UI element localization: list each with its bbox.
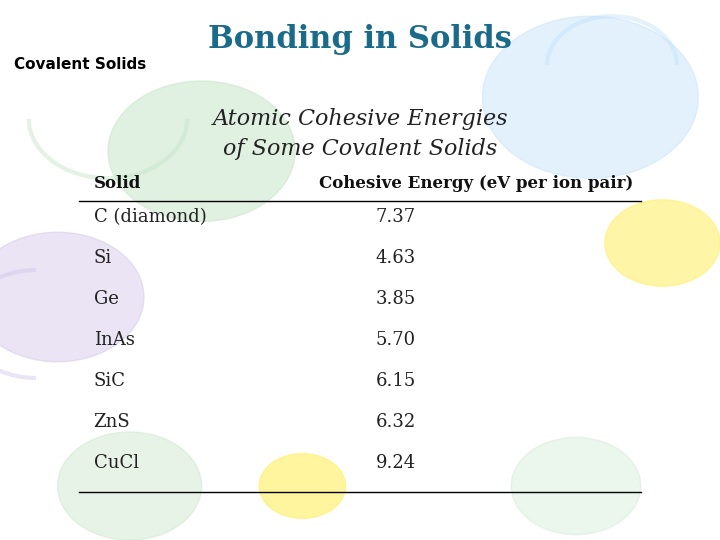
Text: 5.70: 5.70 — [376, 331, 416, 349]
Text: 9.24: 9.24 — [376, 454, 416, 472]
Circle shape — [58, 432, 202, 540]
Text: 3.85: 3.85 — [376, 290, 416, 308]
Text: 4.63: 4.63 — [376, 249, 416, 267]
Text: SiC: SiC — [94, 372, 125, 390]
Text: Covalent Solids: Covalent Solids — [14, 57, 147, 72]
Text: Si: Si — [94, 249, 112, 267]
Circle shape — [108, 81, 295, 221]
Text: InAs: InAs — [94, 331, 135, 349]
Text: ZnS: ZnS — [94, 413, 130, 431]
Text: 6.32: 6.32 — [376, 413, 416, 431]
Circle shape — [259, 454, 346, 518]
Text: Bonding in Solids: Bonding in Solids — [208, 24, 512, 55]
Text: Ge: Ge — [94, 290, 119, 308]
Text: Atomic Cohesive Energies: Atomic Cohesive Energies — [212, 108, 508, 130]
Text: 7.37: 7.37 — [376, 208, 416, 226]
Circle shape — [0, 232, 144, 362]
Text: C (diamond): C (diamond) — [94, 208, 207, 226]
Text: 6.15: 6.15 — [376, 372, 416, 390]
Circle shape — [482, 16, 698, 178]
Circle shape — [605, 200, 720, 286]
Circle shape — [511, 437, 641, 535]
Text: of Some Covalent Solids: of Some Covalent Solids — [223, 138, 497, 160]
Text: Solid: Solid — [94, 176, 141, 192]
Text: CuCl: CuCl — [94, 454, 139, 472]
Text: Cohesive Energy (eV per ion pair): Cohesive Energy (eV per ion pair) — [319, 176, 634, 192]
